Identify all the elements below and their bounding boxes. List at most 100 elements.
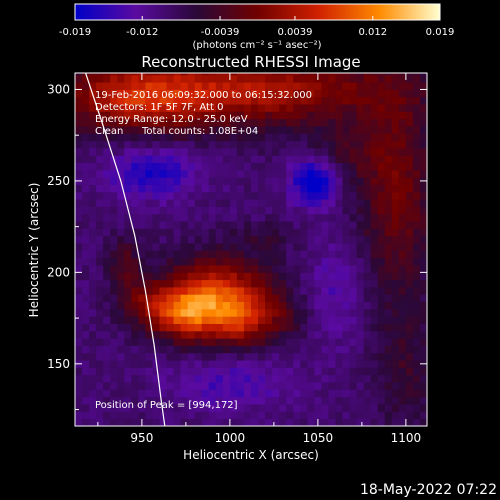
heatmap-cell [124,199,132,207]
heatmap-cell [75,396,83,405]
heatmap-cell [145,294,153,303]
heatmap-cell [272,228,280,237]
heatmap-cell [194,155,203,164]
heatmap-cell [370,396,379,405]
heatmap-cell [349,228,357,237]
heatmap-cell [145,82,153,90]
heatmap-cell [124,126,132,134]
heatmap-cell [272,177,280,185]
heatmap-cell [391,155,400,164]
heatmap-cell [405,104,414,112]
heatmap-cell [342,147,350,156]
heatmap-cell [300,73,308,76]
heatmap-cell [215,301,224,310]
heatmap-cell [222,323,231,332]
heatmap-cell [110,272,118,281]
heatmap-cell [96,147,104,156]
heatmap-cell [89,177,97,185]
heatmap-cell [243,89,252,98]
heatmap-cell [75,338,83,346]
heatmap-cell [398,279,407,288]
heatmap-cell [328,243,336,251]
heatmap-cell [384,169,393,178]
heatmap-cell [243,235,252,244]
heatmap-cell [370,338,379,346]
heatmap-cell [405,147,414,156]
heatmap-cell [307,82,315,90]
heatmap-cell [412,96,421,105]
peak-position-text: Position of Peak = [994,172] [95,400,238,411]
heatmap-cell [307,257,315,266]
heatmap-cell [405,374,414,383]
heatmap-cell [173,323,181,332]
heatmap-cell [391,74,400,83]
heatmap-cell [265,118,273,127]
heatmap-cell [103,250,111,259]
heatmap-cell [124,418,132,426]
heatmap-cell [342,221,350,229]
heatmap-cell [328,228,336,237]
heatmap-cell [215,360,224,368]
heatmap-cell [398,243,407,251]
heatmap-cell [272,74,280,83]
heatmap-cell [293,323,301,332]
heatmap-cell [243,162,252,171]
heatmap-cell [124,250,132,259]
heatmap-cell [159,382,167,390]
heatmap-cell [243,382,252,390]
heatmap-cell [159,169,167,178]
heatmap-cell [194,73,203,76]
heatmap-cell [307,228,315,237]
heatmap-cell [152,382,160,390]
heatmap-cell [117,257,125,266]
heatmap-cell [180,133,189,142]
heatmap-cell [152,308,160,317]
heatmap-cell [194,89,203,98]
heatmap-cell [405,418,414,426]
heatmap-cell [187,184,196,193]
heatmap-cell [229,191,238,200]
heatmap-cell [314,294,322,303]
heatmap-cell [110,301,118,310]
heatmap-cell [265,155,273,164]
heatmap-cell [89,221,97,229]
heatmap-cell [251,272,259,281]
heatmap-cell [356,73,365,76]
heatmap-cell [258,265,266,273]
heatmap-cell [265,418,273,426]
heatmap-cell [152,330,160,339]
heatmap-cell [215,191,224,200]
heatmap-cell [398,301,407,310]
heatmap-cell [300,133,308,142]
heatmap-cell [419,184,427,193]
heatmap-cell [363,111,372,120]
heatmap-cell [398,294,407,303]
heatmap-cell [215,250,224,259]
heatmap-cell [384,382,393,390]
heatmap-cell [405,243,414,251]
heatmap-cell [82,279,90,288]
colorbar-tick-label: 0.0039 [277,27,312,38]
heatmap-cell [384,330,393,339]
heatmap-cell [229,279,238,288]
heatmap-cell [265,257,273,266]
heatmap-cell [229,374,238,383]
heatmap-cell [110,411,118,420]
heatmap-cell [265,199,273,207]
heatmap-cell [279,330,287,339]
heatmap-cell [300,74,308,83]
heatmap-cell [96,184,104,193]
heatmap-cell [138,243,146,251]
heatmap-cell [342,111,350,120]
heatmap-cell [419,286,427,295]
heatmap-cell [335,279,343,288]
heatmap-cell [384,286,393,295]
heatmap-cell [229,221,238,229]
heatmap-cell [89,257,97,266]
heatmap-cell [293,140,301,149]
heatmap-cell [194,308,203,317]
heatmap-cell [279,96,287,105]
heatmap-cell [419,257,427,266]
heatmap-cell [279,367,287,376]
heatmap-cell [286,162,294,171]
